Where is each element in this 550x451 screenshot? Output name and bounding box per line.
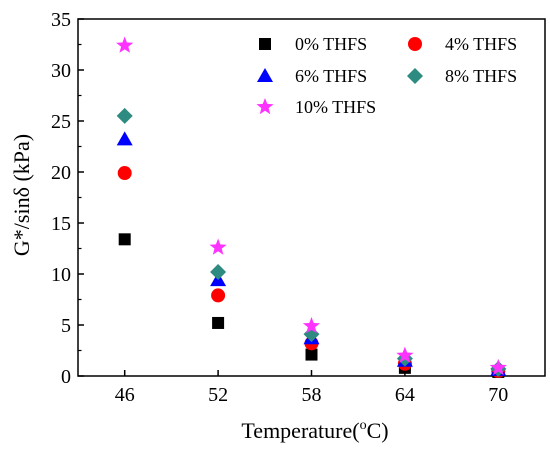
legend-label: 10% THFS [295,97,376,117]
legend-label: 4% THFS [445,34,517,54]
x-tick-label: 46 [115,384,135,406]
x-tick-label: 52 [208,384,228,406]
data-point-star [489,358,507,376]
y-tick-label: 5 [61,315,71,337]
legend-label: 0% THFS [295,34,367,54]
y-tick-label: 10 [51,264,71,286]
data-point-circle [117,166,132,181]
legend-marker-star [256,98,274,115]
y-tick-label: 15 [51,213,71,235]
data-point-star [116,36,134,53]
data-point-square [305,348,318,361]
data-point-diamond [210,263,227,280]
data-markers [116,36,507,378]
y-axis-title: G*/sinδ (kPa) [9,134,34,256]
y-axis-ticks: 0 5 10 15 20 25 30 35 [51,9,84,388]
legend-marker-diamond [407,68,423,84]
x-tick-label: 70 [488,384,508,406]
data-point-diamond [116,107,133,124]
x-axis-ticks: 46 52 58 64 70 [115,370,508,406]
data-point-star [209,238,227,255]
x-tick-label: 58 [302,384,322,406]
data-point-star [396,346,414,363]
legend: 0% THFS 4% THFS 6% THFS 8% THFS 10% THFS [256,34,517,117]
data-point-star [302,317,321,334]
y-tick-label: 0 [61,366,71,388]
legend-label: 8% THFS [445,66,517,86]
data-point-circle [211,288,226,303]
legend-marker-square [259,38,271,50]
data-point-square [118,233,131,246]
y-tick-label: 25 [51,111,71,133]
legend-marker-circle [408,37,422,51]
y-tick-label: 35 [51,9,71,31]
x-axis-title: Temperature(oC) [241,418,388,443]
data-point-square [212,316,225,329]
y-tick-label: 30 [51,60,71,82]
x-tick-label: 64 [395,384,415,406]
legend-label: 6% THFS [295,66,367,86]
y-tick-label: 20 [51,162,71,184]
legend-marker-triangle [257,68,273,82]
data-point-triangle [116,131,133,146]
